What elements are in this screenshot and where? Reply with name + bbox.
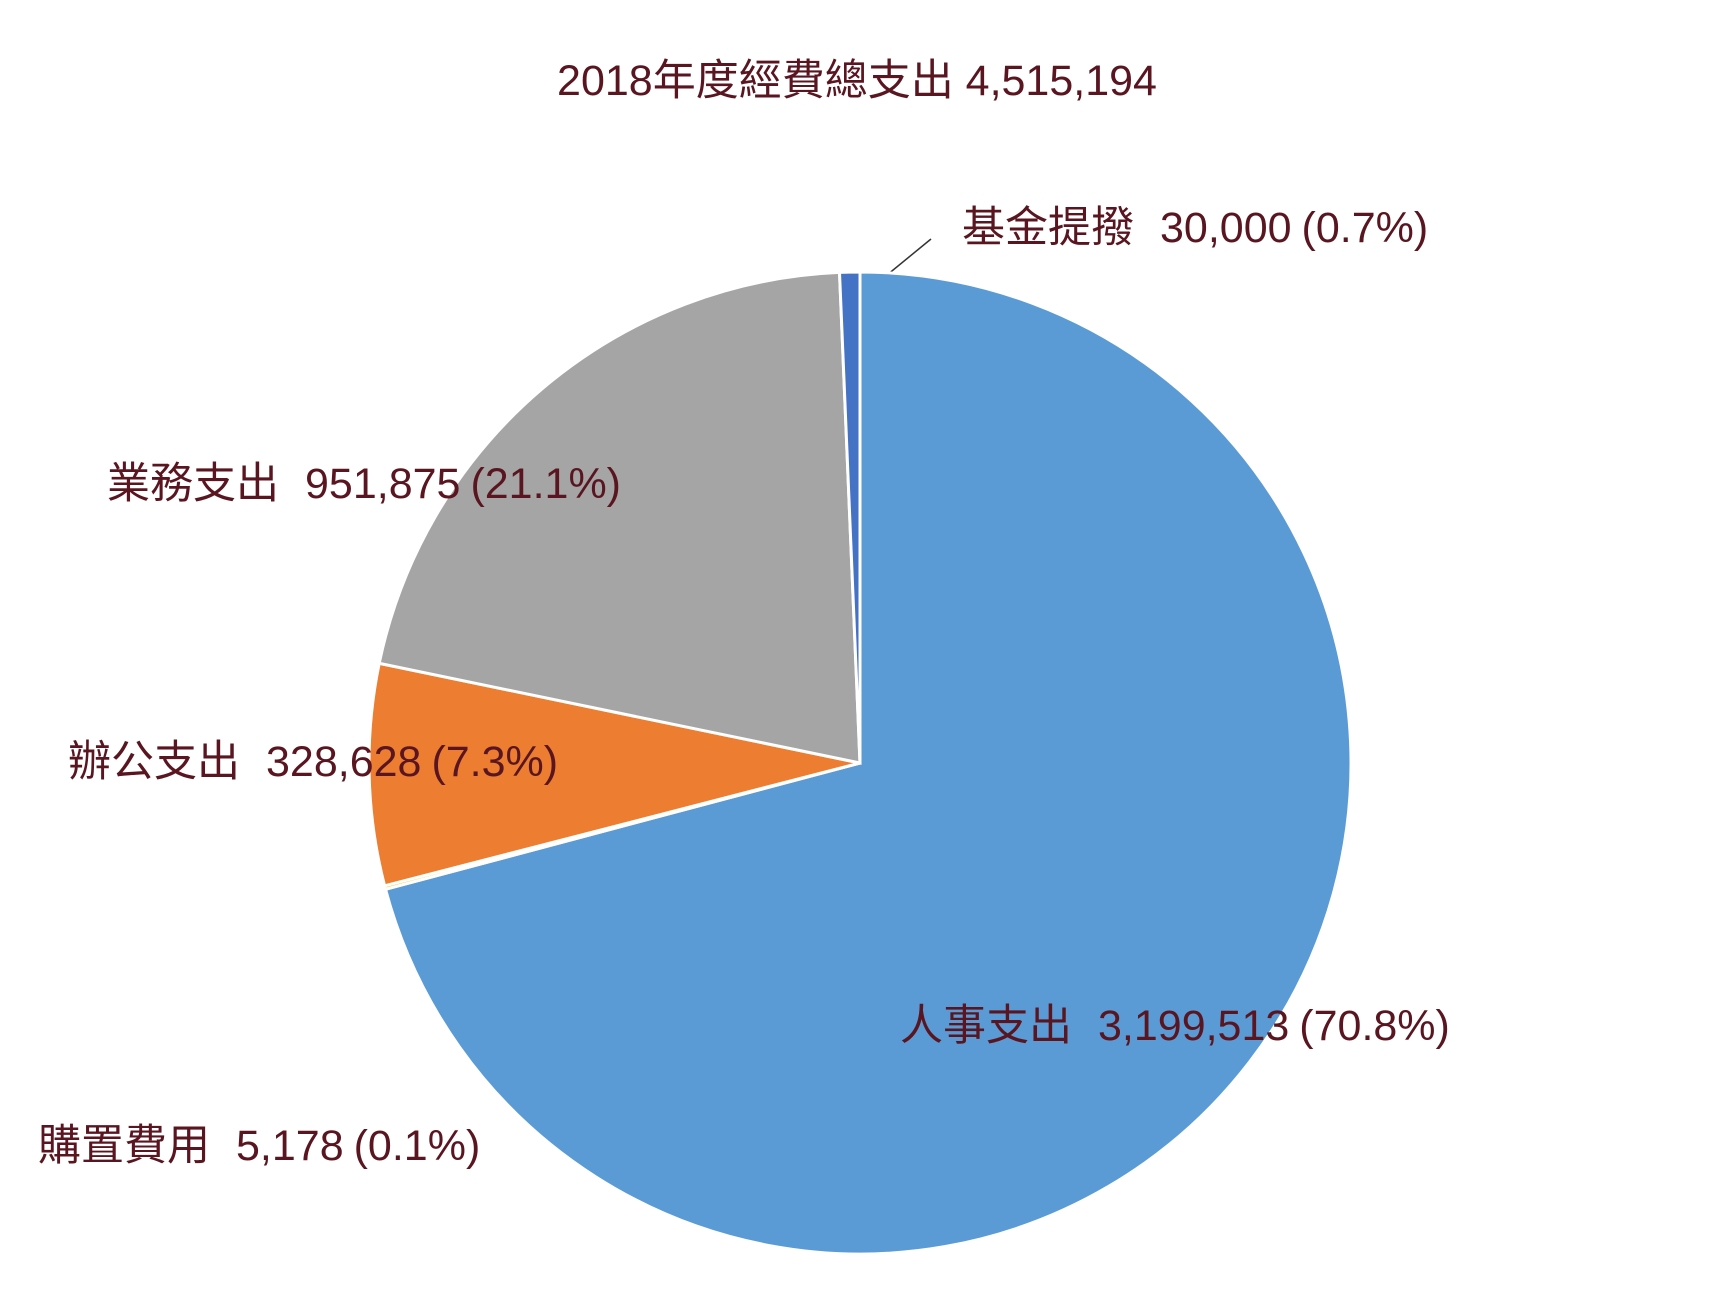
- pie-slice: [837, 270, 862, 764]
- percentage-label: (0.1%): [354, 1122, 481, 1170]
- data-label: 購置費用 5,178 (0.1%): [38, 1122, 480, 1170]
- pie-slice: [367, 661, 861, 888]
- value-label: 951,875: [305, 460, 460, 508]
- value-label: 3,199,513: [1098, 1002, 1289, 1050]
- data-label: 業務支出 951,875 (21.1%): [107, 460, 621, 508]
- percentage-label: (21.1%): [470, 460, 621, 508]
- value-label: 30,000: [1160, 204, 1292, 252]
- category-label: 人事支出: [900, 1002, 1072, 1050]
- value-label: 328,628: [266, 738, 421, 786]
- pie-slice: [377, 270, 862, 765]
- pie-slice: [383, 270, 1353, 1256]
- category-label: 業務支出: [107, 460, 279, 508]
- category-label: 辦公支出: [68, 738, 240, 786]
- percentage-label: (7.3%): [431, 738, 558, 786]
- chart-title: 2018年度經費總支出 4,515,194: [557, 57, 1157, 105]
- category-label: 基金提撥: [962, 204, 1134, 252]
- value-label: 5,178: [236, 1122, 344, 1170]
- data-label: 人事支出 3,199,513 (70.8%): [900, 1002, 1450, 1050]
- data-label: 基金提撥 30,000 (0.7%): [962, 204, 1428, 252]
- data-label: 辦公支出 328,628 (7.3%): [68, 738, 558, 786]
- percentage-label: (0.7%): [1302, 204, 1429, 252]
- category-label: 購置費用: [38, 1122, 210, 1170]
- percentage-label: (70.8%): [1299, 1002, 1450, 1050]
